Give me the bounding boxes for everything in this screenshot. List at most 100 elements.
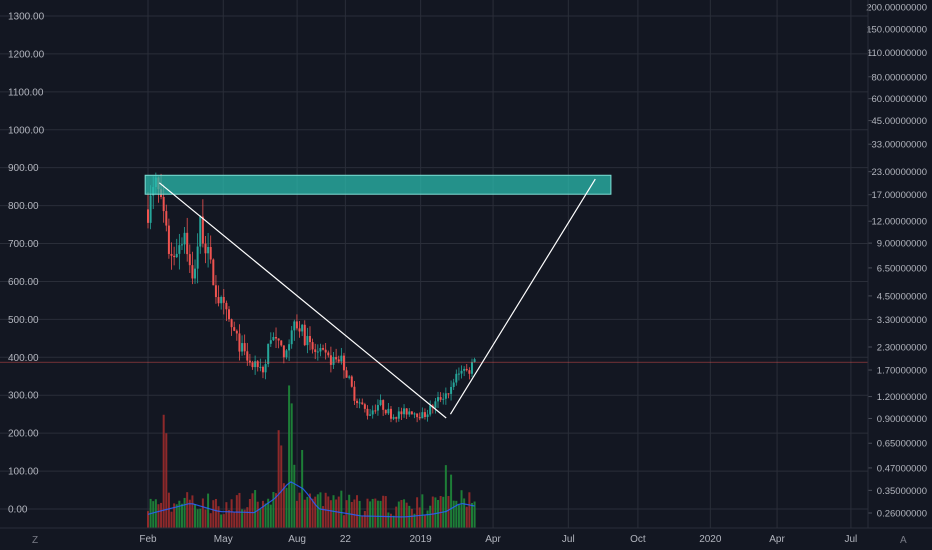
volume-bar [220,514,223,528]
volume-bar [178,500,181,528]
candle-body [275,336,278,339]
candle-body [361,402,364,405]
candle-body [238,333,241,352]
right-axis-tick-label: 17.00000000 [872,190,927,201]
candle-body [225,302,228,310]
candle-body [147,209,149,223]
volume-bar [374,498,377,528]
volume-bar [275,493,278,528]
volume-bar [293,464,296,528]
left-axis-tick-label: 700.00 [8,239,39,250]
volume-bar [160,502,163,528]
volume-bar [376,500,379,528]
uptrend-projection-line[interactable] [449,178,596,415]
volume-bar [363,511,366,528]
candle-body [447,393,450,395]
left-price-axis[interactable]: 1300.00 1200.00 1100.00 1000.00 900.00 800.00… [8,11,45,515]
candle-body [416,413,419,418]
candle-body [452,382,455,387]
volume-bar [225,502,228,528]
candle-body [186,232,189,255]
volume-bar [418,507,421,528]
time-axis[interactable]: Feb May Aug 22 2019 Apr Jul Oct 2020 Apr Jul [139,534,857,545]
volume-bar [264,503,267,528]
candle-body [376,405,379,411]
candle-body [327,352,330,356]
right-log-axis[interactable]: 200.00000000 150.00000000 110.00000000 80.0… [866,3,927,520]
volume-bar [322,506,325,528]
volume-bar [410,508,413,528]
candle-body [269,340,272,344]
volume-bar [457,504,460,528]
left-axis-tick-label: 1300.00 [8,11,45,22]
volume-bar [217,506,220,528]
candle-body [426,414,429,417]
left-axis-tick-label: 1000.00 [8,125,45,136]
left-axis-tick-label: 100.00 [8,467,39,478]
right-axis-tick-label: 1.70000000 [877,366,927,377]
candle-body [293,321,296,331]
volume-bar [348,494,351,528]
volume-bar [204,509,207,528]
volume-bar [269,504,272,528]
chart-grid [0,0,868,528]
candle-body [350,376,353,387]
volume-bar [423,515,426,528]
resistance-zone-rectangle[interactable] [144,174,612,195]
volume-bar [295,500,298,528]
candle-body [311,342,314,350]
volume-bar [447,496,450,528]
candle-body [423,412,426,417]
candle-body [183,232,186,245]
downtrend-line[interactable] [158,182,447,419]
candle-body [345,370,348,378]
candle-body [389,408,392,419]
volume-bar [350,502,353,528]
time-axis-tick-label: Jul [845,534,858,545]
candle-body [450,386,453,394]
volume-bar [280,445,283,528]
volume-bar [248,498,251,528]
candle-body [149,195,152,223]
corner-label-right[interactable]: A [900,535,907,546]
candle-body [301,324,304,332]
volume-bar [186,492,189,528]
candle-body [410,411,413,415]
volume-bar [290,403,293,528]
candle-body [180,244,183,246]
time-axis-tick-label: Feb [139,534,157,545]
volume-bar [353,499,356,528]
candle-body [465,368,468,371]
candle-body [308,336,311,343]
volume-bar [277,430,280,528]
candle-body [314,349,317,352]
volume-bar [452,500,455,528]
volume-bar [183,497,186,528]
right-axis-tick-label: 0.90000000 [877,414,927,425]
volume-bar [361,515,364,528]
corner-label-left[interactable]: Z [32,535,39,546]
volume-bar [191,495,194,528]
volume-bar [267,498,270,528]
volume-bar [382,495,385,528]
candle-body [363,404,366,409]
right-axis-tick-label: 60.00000000 [872,94,927,105]
candle-body [369,414,372,416]
candle-body [196,246,199,269]
candle-body [199,216,202,247]
volume-bar [227,510,230,528]
volume-bar [319,492,322,528]
candle-body [233,327,236,331]
volume-bar [303,499,306,528]
time-axis-tick-label: Apr [769,534,785,545]
candle-body [285,350,288,358]
candle-body [175,253,178,258]
left-axis-tick-label: 200.00 [8,429,39,440]
volume-bar [335,499,338,528]
volume-bar [209,513,212,528]
right-axis-tick-label: 110.00000000 [867,48,927,59]
candle-body [251,362,254,368]
volume-bar [259,509,262,528]
